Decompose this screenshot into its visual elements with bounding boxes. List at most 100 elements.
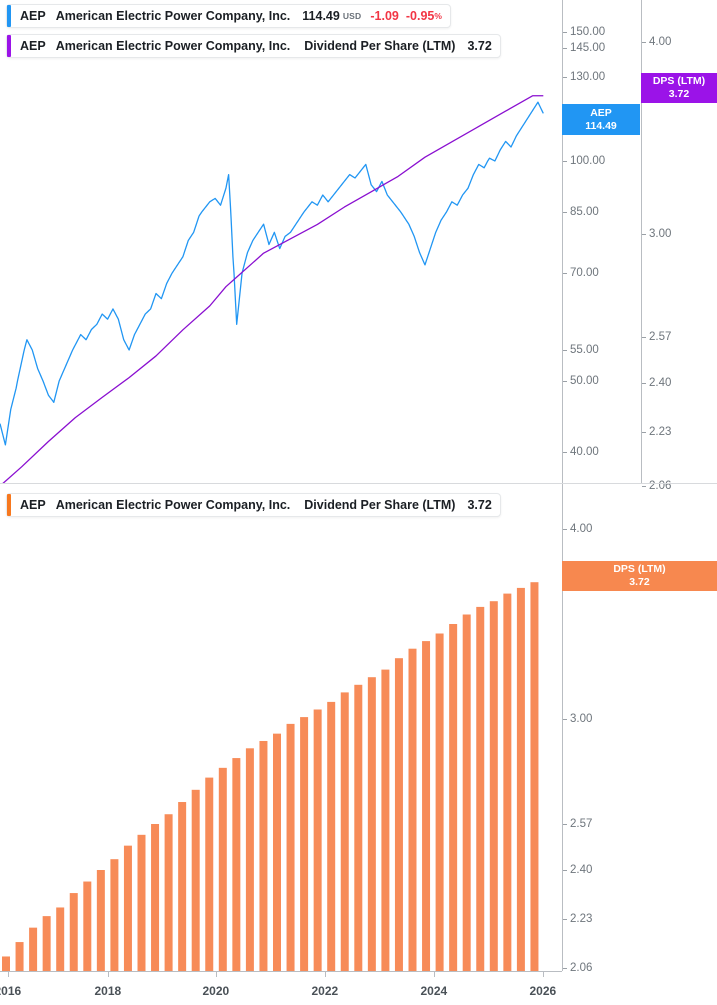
dps-bar[interactable] bbox=[151, 824, 160, 971]
dps-bar[interactable] bbox=[15, 942, 24, 971]
axis-tick-label: 100.00 bbox=[570, 155, 606, 167]
dps-bar[interactable] bbox=[191, 789, 200, 971]
axis-tick-label: 2.23 bbox=[649, 426, 672, 438]
axis-tick bbox=[642, 337, 646, 338]
dps-bar[interactable] bbox=[218, 767, 227, 971]
dps-bar[interactable] bbox=[462, 614, 471, 972]
legend-price-value: 114.49 bbox=[302, 9, 340, 23]
dps-bar[interactable] bbox=[164, 814, 173, 971]
dps-bar[interactable] bbox=[394, 658, 403, 971]
legend-dps-bottom-color-swatch bbox=[7, 494, 11, 516]
dps-bar[interactable] bbox=[69, 893, 78, 971]
panel-separator bbox=[0, 483, 717, 484]
legend-dps-top-ticker: AEP bbox=[20, 39, 46, 53]
dps-bar[interactable] bbox=[83, 881, 92, 971]
dps-bottom-axis-line bbox=[562, 484, 563, 971]
dps-bar[interactable] bbox=[367, 677, 376, 971]
axis-tick-label: 85.00 bbox=[570, 206, 599, 218]
dps-bottom-badge-label: DPS (LTM) bbox=[613, 563, 666, 575]
dps-bar[interactable] bbox=[489, 601, 498, 971]
dps-bar[interactable] bbox=[273, 733, 281, 971]
axis-tick bbox=[563, 719, 567, 720]
dps-bar[interactable] bbox=[381, 669, 390, 971]
dps-bar[interactable] bbox=[354, 684, 363, 971]
dps-bar[interactable] bbox=[503, 593, 512, 971]
axis-tick bbox=[563, 529, 567, 530]
price-plot-area[interactable] bbox=[0, 0, 562, 483]
dps-bar[interactable] bbox=[29, 927, 38, 971]
axis-tick bbox=[563, 870, 567, 871]
legend-price-name: American Electric Power Company, Inc. bbox=[55, 9, 291, 23]
dps-bar[interactable] bbox=[42, 916, 51, 971]
axis-tick bbox=[563, 212, 567, 213]
dps-bar[interactable] bbox=[232, 758, 241, 971]
dps-top-badge-label: DPS (LTM) bbox=[652, 75, 706, 87]
legend-dps-bottom[interactable]: AEP American Electric Power Company, Inc… bbox=[6, 493, 501, 517]
legend-dps-bottom-metric: Dividend Per Share (LTM) bbox=[304, 498, 456, 512]
dps-bar[interactable] bbox=[340, 692, 349, 971]
axis-tick-label: 145.00 bbox=[570, 42, 606, 54]
dps-bar[interactable] bbox=[259, 740, 268, 971]
price-value-badge[interactable]: AEP 114.49 bbox=[562, 104, 640, 135]
axis-tick bbox=[563, 381, 567, 382]
axis-tick-label: 4.00 bbox=[649, 36, 672, 48]
dps-bar[interactable] bbox=[56, 907, 65, 971]
dps-bars-plot-area[interactable] bbox=[0, 484, 562, 1005]
legend-dps-bottom-ticker: AEP bbox=[20, 498, 46, 512]
dps-bar[interactable] bbox=[205, 777, 214, 971]
dps-bar[interactable] bbox=[408, 648, 417, 971]
axis-tick-label: 150.00 bbox=[570, 26, 606, 38]
dps-bar[interactable] bbox=[245, 748, 254, 971]
dividend-per-share-line bbox=[2, 95, 544, 483]
x-axis-tick bbox=[325, 971, 326, 977]
x-axis-tick-label: 2022 bbox=[311, 984, 339, 998]
dps-bar[interactable] bbox=[300, 717, 309, 971]
dps-top-value-badge[interactable]: DPS (LTM) 3.72 bbox=[641, 73, 717, 103]
axis-tick bbox=[563, 919, 567, 920]
legend-price-change-pct: -0.95 bbox=[405, 9, 435, 23]
axis-tick-label: 2.57 bbox=[649, 331, 672, 343]
price-axis-line bbox=[562, 0, 563, 483]
x-axis-tick bbox=[108, 971, 109, 977]
price-chart-panel[interactable]: 150.00 145.00 130.00 100.00 85.00 70.00 55.00 5… bbox=[0, 0, 717, 492]
x-axis-tick bbox=[216, 971, 217, 977]
dps-bar[interactable] bbox=[96, 870, 105, 971]
legend-dps-top[interactable]: AEP American Electric Power Company, Inc… bbox=[6, 34, 501, 58]
axis-tick bbox=[642, 383, 646, 384]
axis-tick bbox=[642, 42, 646, 43]
axis-tick-label: 2.06 bbox=[570, 962, 593, 974]
axis-tick-label: 130.00 bbox=[570, 71, 606, 83]
dps-bar[interactable] bbox=[435, 633, 444, 972]
dps-bar[interactable] bbox=[476, 606, 485, 971]
dps-bar[interactable] bbox=[178, 802, 187, 971]
dps-bar[interactable] bbox=[449, 624, 458, 971]
axis-tick bbox=[563, 77, 567, 78]
legend-price-currency: USD bbox=[342, 11, 362, 21]
dps-bar[interactable] bbox=[2, 956, 10, 971]
axis-tick-label: 2.57 bbox=[570, 818, 593, 830]
x-axis-tick bbox=[434, 971, 435, 977]
axis-tick bbox=[642, 432, 646, 433]
dps-bar[interactable] bbox=[286, 723, 295, 971]
dps-bar[interactable] bbox=[530, 582, 539, 971]
axis-tick bbox=[642, 234, 646, 235]
dps-bottom-value-badge[interactable]: DPS (LTM) 3.72 bbox=[562, 561, 717, 591]
legend-price-percent-symbol: % bbox=[434, 11, 442, 21]
x-axis-tick bbox=[543, 971, 544, 977]
x-axis-tick-label: 2020 bbox=[202, 984, 230, 998]
dps-bar[interactable] bbox=[516, 587, 525, 971]
axis-tick bbox=[642, 486, 646, 487]
dps-bar[interactable] bbox=[110, 859, 119, 971]
axis-tick-label: 55.00 bbox=[570, 344, 599, 356]
dps-bar[interactable] bbox=[422, 641, 431, 971]
legend-price-color-swatch bbox=[7, 5, 11, 27]
axis-tick bbox=[563, 48, 567, 49]
legend-price-change: -1.09 bbox=[370, 9, 399, 23]
dps-bar[interactable] bbox=[327, 701, 336, 971]
legend-price[interactable]: AEP American Electric Power Company, Inc… bbox=[6, 4, 451, 28]
dps-bar[interactable] bbox=[313, 709, 322, 972]
dps-bar[interactable] bbox=[137, 834, 146, 971]
dps-bar[interactable] bbox=[123, 845, 132, 971]
dps-chart-panel[interactable]: AEP American Electric Power Company, Inc… bbox=[0, 484, 717, 1005]
